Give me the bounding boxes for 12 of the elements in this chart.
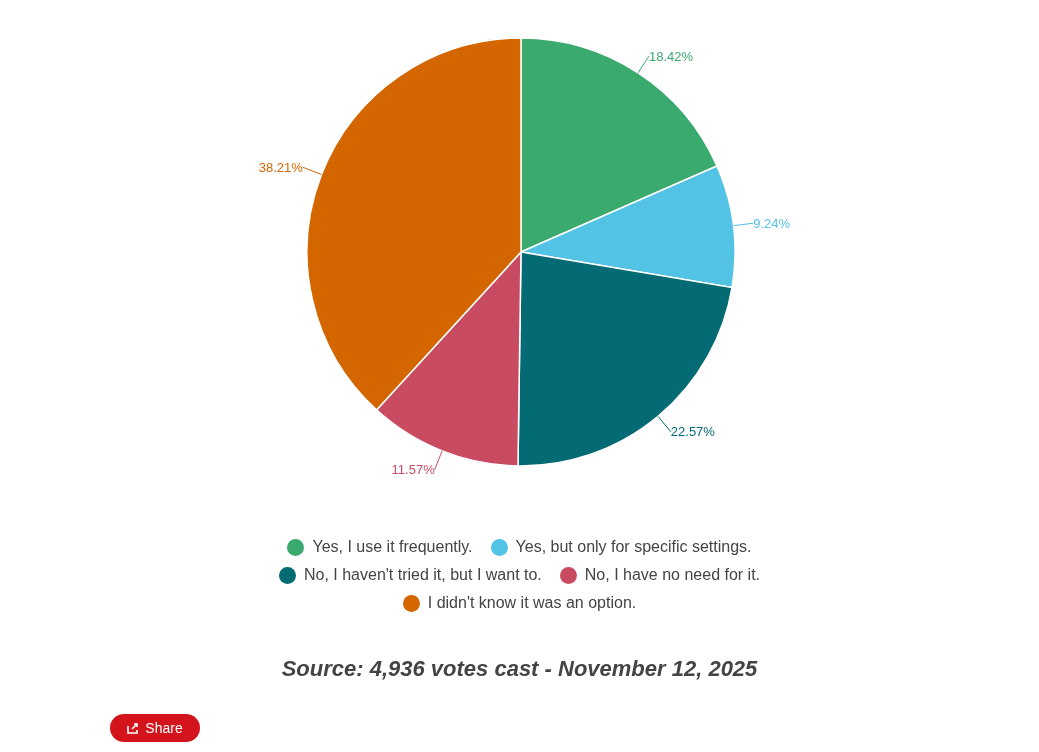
share-button: Share <box>110 714 200 742</box>
data-label: 18.42% <box>648 48 694 64</box>
legend-label: Yes, but only for specific settings. <box>515 538 752 556</box>
data-label: 22.57% <box>670 424 716 440</box>
source-note: Source: 4,936 votes cast - November 12, 2025 <box>280 656 759 682</box>
legend-label: Yes, I use it frequently. <box>312 538 473 556</box>
data-label: 38.21% <box>258 159 304 175</box>
legend-label: No, I haven't tried it, but I want to. <box>303 566 542 584</box>
data-label: 11.57% <box>391 462 436 478</box>
legend-label: No, I have no need for it. <box>584 566 761 584</box>
data-label: 9.24% <box>753 215 791 231</box>
legend-label: I didn't know it was an option. <box>427 594 637 612</box>
